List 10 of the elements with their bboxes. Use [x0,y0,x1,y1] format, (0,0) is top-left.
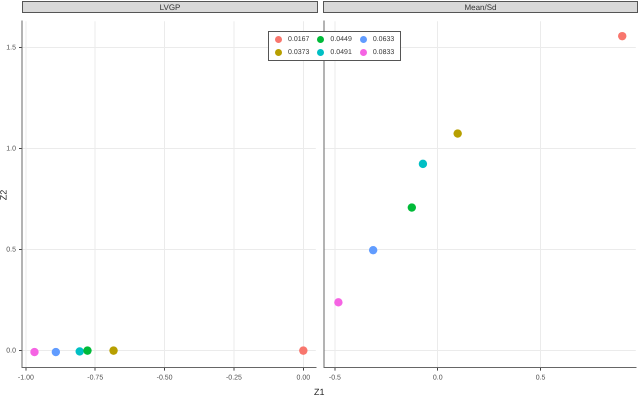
chart-title: Mean/Sd [323,1,638,13]
point [368,246,378,254]
point [334,298,343,307]
point [408,203,416,212]
chart-title: LVGP [22,1,318,13]
y-axis-title: Z2 [0,190,8,200]
point [453,129,462,138]
x-axis-title: Z1 [314,387,325,397]
point [418,160,428,168]
point [618,32,626,40]
